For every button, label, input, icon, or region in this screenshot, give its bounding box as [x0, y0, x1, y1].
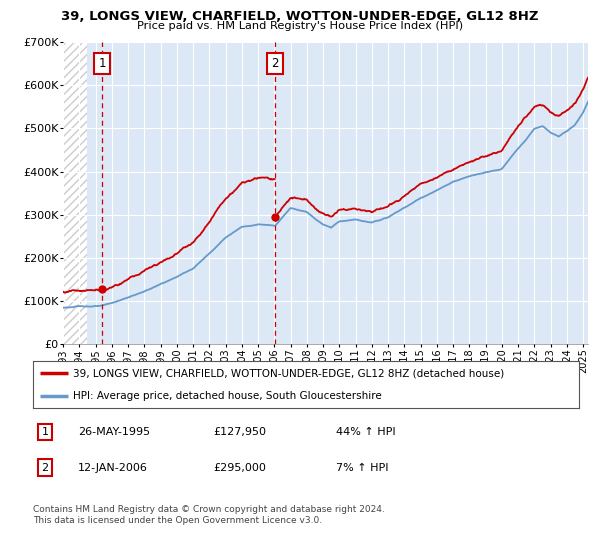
Text: 39, LONGS VIEW, CHARFIELD, WOTTON-UNDER-EDGE, GL12 8HZ (detached house): 39, LONGS VIEW, CHARFIELD, WOTTON-UNDER-…: [73, 368, 505, 379]
Text: £127,950: £127,950: [213, 427, 266, 437]
Text: 2: 2: [41, 463, 49, 473]
Text: 26-MAY-1995: 26-MAY-1995: [78, 427, 150, 437]
Text: 39, LONGS VIEW, CHARFIELD, WOTTON-UNDER-EDGE, GL12 8HZ: 39, LONGS VIEW, CHARFIELD, WOTTON-UNDER-…: [61, 10, 539, 23]
Text: Price paid vs. HM Land Registry's House Price Index (HPI): Price paid vs. HM Land Registry's House …: [137, 21, 463, 31]
Text: 2: 2: [271, 57, 279, 70]
Text: HPI: Average price, detached house, South Gloucestershire: HPI: Average price, detached house, Sout…: [73, 390, 382, 400]
Text: £295,000: £295,000: [213, 463, 266, 473]
Text: 7% ↑ HPI: 7% ↑ HPI: [336, 463, 389, 473]
Text: 44% ↑ HPI: 44% ↑ HPI: [336, 427, 395, 437]
Text: Contains HM Land Registry data © Crown copyright and database right 2024.
This d: Contains HM Land Registry data © Crown c…: [33, 505, 385, 525]
Text: 1: 1: [98, 57, 106, 70]
Text: 12-JAN-2006: 12-JAN-2006: [78, 463, 148, 473]
Text: 1: 1: [41, 427, 49, 437]
Bar: [63, 42, 88, 344]
